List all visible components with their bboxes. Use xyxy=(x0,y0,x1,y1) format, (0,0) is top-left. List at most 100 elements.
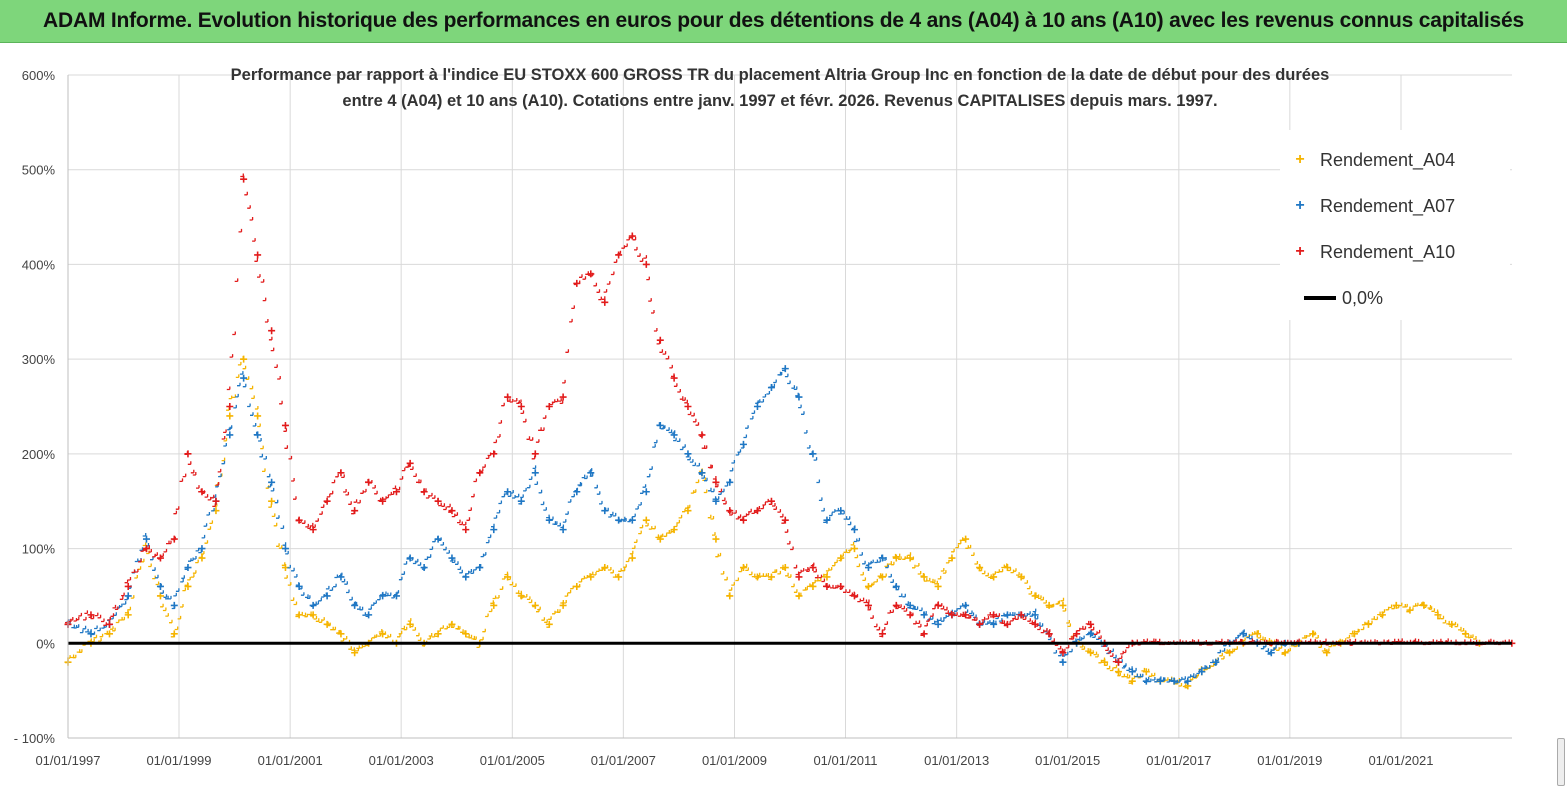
data-point xyxy=(198,545,206,553)
data-point xyxy=(212,497,220,505)
y-tick-label: 100% xyxy=(22,542,56,557)
tick-labels: - 100% 0% 100% 200% 300% 400% 500% 600% 01/01/19… xyxy=(14,68,1434,768)
marker-cloud xyxy=(65,367,1297,684)
legend-marker-a10: + xyxy=(1295,243,1305,260)
x-tick-label: 01/01/2015 xyxy=(1035,753,1100,768)
data-point xyxy=(1128,668,1136,676)
data-point xyxy=(420,564,428,572)
legend-label-zero: 0,0% xyxy=(1342,287,1384,308)
data-point xyxy=(850,545,858,553)
data-point xyxy=(656,336,664,344)
legend-item-zero: 0,0% xyxy=(1280,283,1383,313)
legend-marker-a07: + xyxy=(1295,197,1305,214)
data-point xyxy=(337,630,345,638)
chart-svg: - 100% 0% 100% 200% 300% 400% 500% 600% 01/01/19… xyxy=(14,68,1516,768)
data-point xyxy=(517,403,525,410)
scrollbar-thumb[interactable] xyxy=(1557,738,1565,786)
x-tick-label: 01/01/2001 xyxy=(258,753,323,768)
data-point xyxy=(920,630,928,638)
data-point xyxy=(684,450,692,458)
data-point xyxy=(934,582,942,590)
legend-item-a04: + Rendement_A04 xyxy=(1280,145,1455,175)
series xyxy=(64,173,1516,690)
data-point xyxy=(281,545,289,553)
axes xyxy=(67,75,1512,739)
banner-title: ADAM Informe. Evolution historique des p… xyxy=(0,0,1567,43)
y-tick-label: 200% xyxy=(22,447,56,462)
data-point xyxy=(642,488,650,496)
x-tick-label: 01/01/1999 xyxy=(146,753,211,768)
x-tick-label: 01/01/2005 xyxy=(480,753,545,768)
data-point xyxy=(753,403,761,410)
data-point xyxy=(142,535,150,543)
x-tick-label: 01/01/2003 xyxy=(369,753,434,768)
data-point xyxy=(240,175,248,183)
legend-label-a10: Rendement_A10 xyxy=(1320,241,1456,262)
data-point xyxy=(406,459,414,467)
x-tick-label: 01/01/2021 xyxy=(1368,753,1433,768)
data-point xyxy=(712,478,720,486)
data-point xyxy=(545,516,553,524)
data-point xyxy=(309,601,317,609)
chart-title-line2: entre 4 (A04) et 10 ans (A10). Cotations… xyxy=(342,92,1218,110)
legend-item-a10: + Rendement_A10 xyxy=(1280,237,1455,267)
data-point xyxy=(1059,601,1067,609)
legend-label-a07: Rendement_A07 xyxy=(1320,195,1456,216)
data-point xyxy=(726,507,734,515)
data-point xyxy=(268,478,276,486)
data-point xyxy=(753,573,761,581)
legend-marker-a04: + xyxy=(1295,151,1305,168)
y-tick-label: 500% xyxy=(22,163,56,178)
y-tick-label: 300% xyxy=(22,352,56,367)
data-point xyxy=(268,497,276,505)
data-point xyxy=(628,554,636,562)
data-point xyxy=(240,374,248,382)
x-tick-label: 01/01/2009 xyxy=(702,753,767,768)
data-point xyxy=(254,412,262,420)
data-point xyxy=(504,488,512,496)
chart-title: Performance par rapport à l'indice EU ST… xyxy=(180,62,1380,114)
x-tick-label: 01/01/2011 xyxy=(813,753,877,768)
data-point xyxy=(920,573,928,581)
y-tick-label: 0% xyxy=(36,636,55,651)
data-point xyxy=(462,526,470,534)
x-tick-label: 01/01/2013 xyxy=(924,753,989,768)
data-point xyxy=(281,421,289,429)
data-point xyxy=(337,573,345,581)
y-tick-label: 600% xyxy=(22,68,56,83)
data-point xyxy=(124,582,132,590)
legend-line-zero xyxy=(1304,296,1336,300)
data-point xyxy=(739,564,747,572)
y-tick-label: - 100% xyxy=(14,731,56,746)
data-point xyxy=(254,251,262,259)
x-tick-label: 01/01/1997 xyxy=(35,753,100,768)
data-point xyxy=(226,403,234,410)
data-point xyxy=(1267,649,1275,657)
chart-title-line1: Performance par rapport à l'indice EU ST… xyxy=(230,66,1330,84)
legend-item-a07: + Rendement_A07 xyxy=(1280,191,1455,221)
legend: + Rendement_A04 + Rendement_A07 + Rendem… xyxy=(1280,130,1510,320)
data-point xyxy=(934,620,942,628)
data-point xyxy=(795,393,803,401)
data-point xyxy=(892,554,900,562)
data-point xyxy=(684,403,692,410)
grid xyxy=(67,74,1512,739)
data-point xyxy=(781,516,789,524)
data-point xyxy=(226,412,234,420)
data-point xyxy=(268,327,276,335)
x-tick-label: 01/01/2019 xyxy=(1257,753,1322,768)
data-point xyxy=(531,469,539,477)
data-point xyxy=(559,393,567,401)
legend-label-a04: Rendement_A04 xyxy=(1320,149,1456,170)
data-point xyxy=(795,573,803,581)
data-point xyxy=(448,507,456,515)
data-point xyxy=(642,260,650,268)
data-point xyxy=(1434,611,1442,619)
y-tick-label: 400% xyxy=(22,257,56,272)
data-point xyxy=(1003,564,1011,572)
data-point xyxy=(351,649,359,657)
x-tick-label: 01/01/2017 xyxy=(1146,753,1211,768)
data-point xyxy=(226,431,234,439)
series-rendement-a07 xyxy=(64,365,1303,685)
